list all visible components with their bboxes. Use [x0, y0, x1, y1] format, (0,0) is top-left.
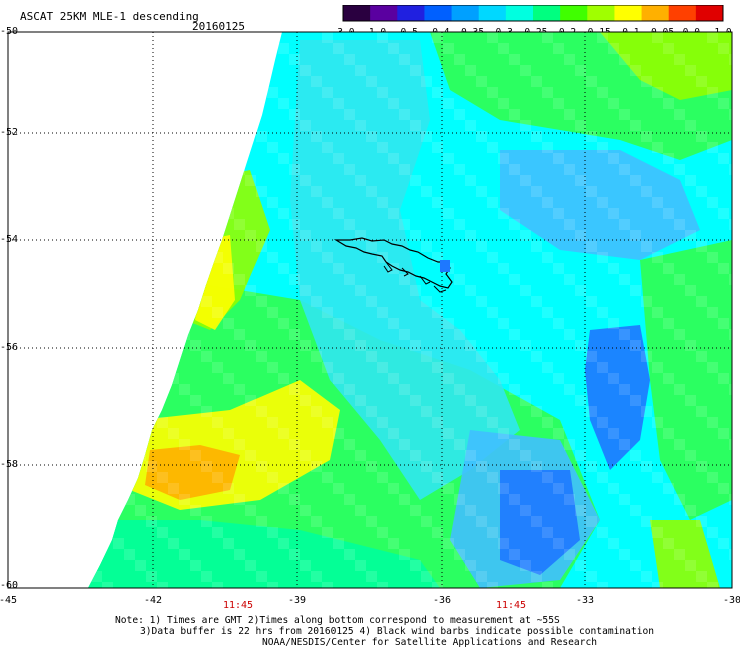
latitude-label: -60 — [0, 580, 19, 591]
color-scale-swatch — [424, 5, 453, 21]
longitude-label: -36 — [432, 595, 452, 606]
color-scale-swatch — [343, 5, 371, 21]
graticule — [8, 32, 732, 588]
color-scale-swatch — [641, 5, 670, 21]
pass-time-label-left: 11:45 — [222, 600, 254, 611]
wind-region — [640, 240, 732, 520]
wind-region — [500, 470, 580, 575]
latitude-label: -50 — [0, 26, 19, 37]
island-coastline — [333, 237, 453, 289]
pass-time-label-right: 11:45 — [495, 600, 527, 611]
color-scale-swatch — [451, 5, 480, 21]
color-scale-swatch — [505, 5, 534, 21]
color-scale-swatch — [668, 5, 697, 21]
latitude-label: -56 — [0, 342, 19, 353]
color-scale-swatch — [695, 5, 724, 21]
color-scale-swatch — [478, 5, 507, 21]
wind-region — [290, 40, 520, 500]
header-title: ASCAT 25KM MLE-1 descending — [20, 10, 199, 23]
longitude-label: -39 — [287, 595, 307, 606]
color-scale-swatch — [614, 5, 643, 21]
wind-region — [600, 32, 732, 100]
wind-swath — [88, 32, 732, 588]
color-scale-swatch — [587, 5, 615, 21]
wind-region — [88, 520, 440, 588]
latitude-label: -54 — [0, 234, 19, 245]
longitude-label: -33 — [575, 595, 595, 606]
footnote-line-2: 3)Data buffer is 22 hrs from 20160125 4)… — [140, 626, 655, 637]
header-date: 20160125 — [192, 20, 245, 33]
wind-region — [650, 520, 720, 588]
color-scale-swatch — [397, 5, 425, 21]
color-scale-swatch — [533, 5, 561, 21]
wind-region — [440, 260, 450, 272]
color-scale-swatch — [560, 5, 588, 21]
footnote-line-3: NOAA/NESDIS/Center for Satellite Applica… — [262, 637, 598, 648]
wind-region — [585, 325, 650, 470]
wind-region — [500, 150, 700, 260]
latitude-label: -52 — [0, 127, 19, 138]
latitude-label: -58 — [0, 459, 19, 470]
island-coastline-detail — [383, 261, 447, 293]
footnote-line-1: Note: 1) Times are GMT 2)Times along bot… — [115, 615, 560, 626]
wind-region — [145, 445, 240, 500]
longitude-label: -45 — [0, 595, 18, 606]
longitude-label: -30 — [722, 595, 740, 606]
color-scale-bar — [342, 5, 724, 22]
color-scale-swatch — [370, 5, 398, 21]
longitude-label: -42 — [143, 595, 163, 606]
